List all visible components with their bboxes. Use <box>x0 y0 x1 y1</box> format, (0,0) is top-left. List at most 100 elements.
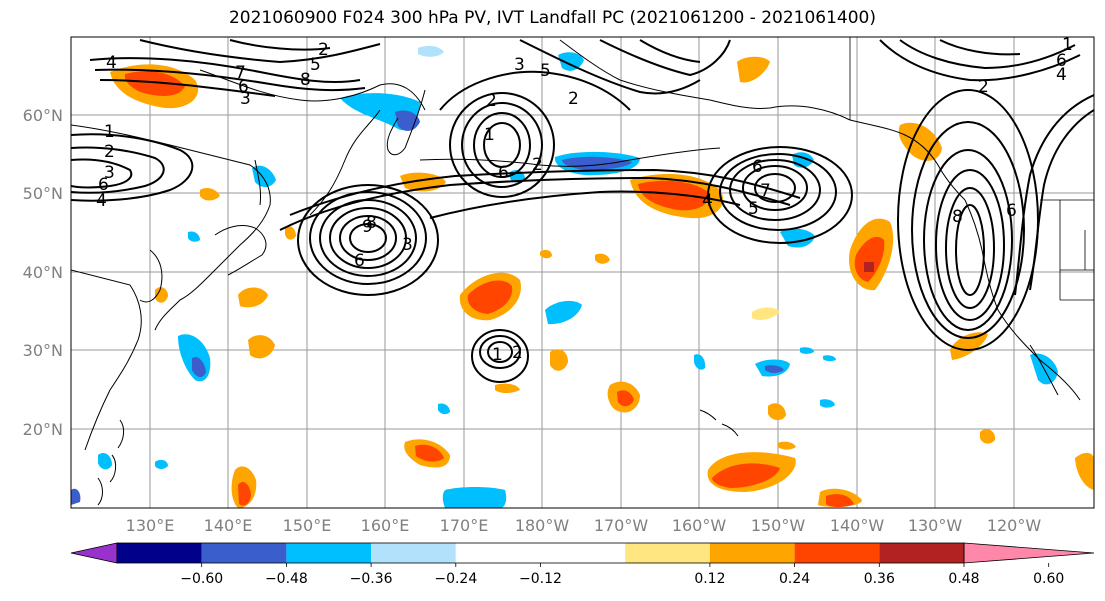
lat-label: 60°N <box>23 106 63 125</box>
positive-anomaly <box>467 280 513 314</box>
positive-anomaly <box>155 287 168 303</box>
positive-anomaly <box>550 349 568 371</box>
contour-label: 6 <box>98 175 109 195</box>
colorbar-segment <box>117 543 202 563</box>
plot-area: 1 2 3 6 4 4 7 8 5 2 6 3 9 8 6 3 1 6 2 2 … <box>71 35 1094 508</box>
contour-label: 2 <box>532 155 543 175</box>
contour-label: 5 <box>540 61 551 81</box>
colorbar-segment <box>201 543 287 563</box>
coastline-asia-north <box>199 69 426 111</box>
negative-anomaly <box>765 365 784 373</box>
contour-label: 7 <box>235 63 246 83</box>
negative-anomaly <box>694 354 706 370</box>
lon-label: 130°W <box>908 516 963 535</box>
coastline-na-west <box>964 199 1081 401</box>
colorbar-tick-label: 0.48 <box>948 571 979 587</box>
contour-label: 3 <box>104 163 115 183</box>
negative-anomaly <box>823 355 836 362</box>
contour-label: 8 <box>952 207 963 227</box>
colorbar-tick-label: −0.36 <box>350 571 393 587</box>
lon-label: 170°W <box>594 516 649 535</box>
contour-label: 4 <box>1056 65 1067 85</box>
contour-label: 8 <box>300 70 311 90</box>
colorbar-extend-max <box>963 542 1095 564</box>
contour-label: 2 <box>978 77 989 97</box>
coastline-philippines <box>97 419 125 506</box>
lon-label: 170°E <box>440 516 489 535</box>
positive-anomaly <box>238 481 251 506</box>
positive-anomaly <box>617 390 634 407</box>
coastline-japan <box>214 225 267 276</box>
positive-anomaly <box>495 383 520 393</box>
plot-frame <box>70 36 1095 509</box>
contour-label: 1 <box>1062 35 1073 55</box>
contour-label: 9 <box>362 217 373 237</box>
negative-anomaly <box>192 356 206 378</box>
positive-anomaly <box>124 71 185 96</box>
colorbar-segment <box>286 543 372 563</box>
negative-anomaly <box>71 488 81 505</box>
positive-anomaly <box>854 236 885 282</box>
contour-label: 3 <box>514 55 525 75</box>
positive-anomaly <box>415 444 444 462</box>
contour-label: 2 <box>486 91 497 111</box>
colorbar-tick-label: −0.24 <box>434 571 477 587</box>
negative-anomaly <box>442 487 507 508</box>
lat-label: 40°N <box>23 263 63 282</box>
contour-label: 6 <box>498 163 509 183</box>
contour-label: 8 <box>366 213 377 233</box>
coastline-kamchatka <box>386 89 426 156</box>
colorbar-segment <box>879 543 964 563</box>
coastline-asia-east <box>71 124 271 331</box>
lon-label: 180°W <box>515 516 570 535</box>
positive-anomaly <box>864 262 874 272</box>
negative-anomaly <box>98 453 112 470</box>
contour-label: 6 <box>1006 201 1017 221</box>
coastline-sakhalin <box>254 159 261 206</box>
negative-anomaly <box>418 45 444 57</box>
contour-label: 7 <box>760 181 771 201</box>
pv-contours <box>71 39 1094 383</box>
negative-anomaly <box>155 459 168 469</box>
negative-anomaly <box>188 231 200 242</box>
positive-anomaly <box>1075 452 1094 490</box>
lon-axis-labels: 130°E 140°E 150°E 160°E 170°E 180°W 170°… <box>126 516 1042 535</box>
positive-anomaly <box>200 188 220 201</box>
positive-anomaly <box>285 226 296 240</box>
colorbar-segment <box>455 543 541 563</box>
coastline-alaska <box>559 39 851 121</box>
lon-label: 130°E <box>126 516 175 535</box>
colorbar-tick-label: 0.24 <box>779 571 810 587</box>
positive-anomaly <box>752 307 780 320</box>
colorbar-extend-min <box>70 542 118 564</box>
coastline-okhotsk <box>309 109 381 216</box>
ivt-anomaly-shading <box>71 45 1094 508</box>
positive-anomaly <box>778 441 796 450</box>
lon-label: 160°E <box>361 516 410 535</box>
contour-label: 5 <box>310 55 321 75</box>
colorbar-tick-label: 0.36 <box>864 571 895 587</box>
contour-labels: 1 2 3 6 4 4 7 8 5 2 6 3 9 8 6 3 1 6 2 2 … <box>96 35 1073 365</box>
contour-label: 4 <box>96 191 107 211</box>
lon-label: 120°W <box>987 516 1042 535</box>
colorbar-segment <box>794 543 880 563</box>
contour-label: 6 <box>752 157 763 177</box>
positive-anomaly <box>638 180 709 211</box>
colorbar-segment <box>371 543 456 563</box>
lon-label: 160°W <box>672 516 727 535</box>
positive-anomaly <box>595 253 610 264</box>
positive-anomaly <box>238 287 268 308</box>
negative-anomaly <box>820 399 835 408</box>
contour-label: 2 <box>512 343 523 363</box>
lat-label: 30°N <box>23 341 63 360</box>
positive-anomaly <box>248 335 275 359</box>
positive-anomaly <box>768 403 786 421</box>
contour-label: 6 <box>238 77 249 97</box>
positive-anomaly <box>950 332 988 360</box>
coastlines <box>71 39 1081 506</box>
contour-label: 5 <box>748 199 759 219</box>
positive-anomaly <box>980 429 996 444</box>
lon-label: 150°W <box>751 516 806 535</box>
positive-anomaly <box>737 56 770 83</box>
lat-label: 50°N <box>23 184 63 203</box>
